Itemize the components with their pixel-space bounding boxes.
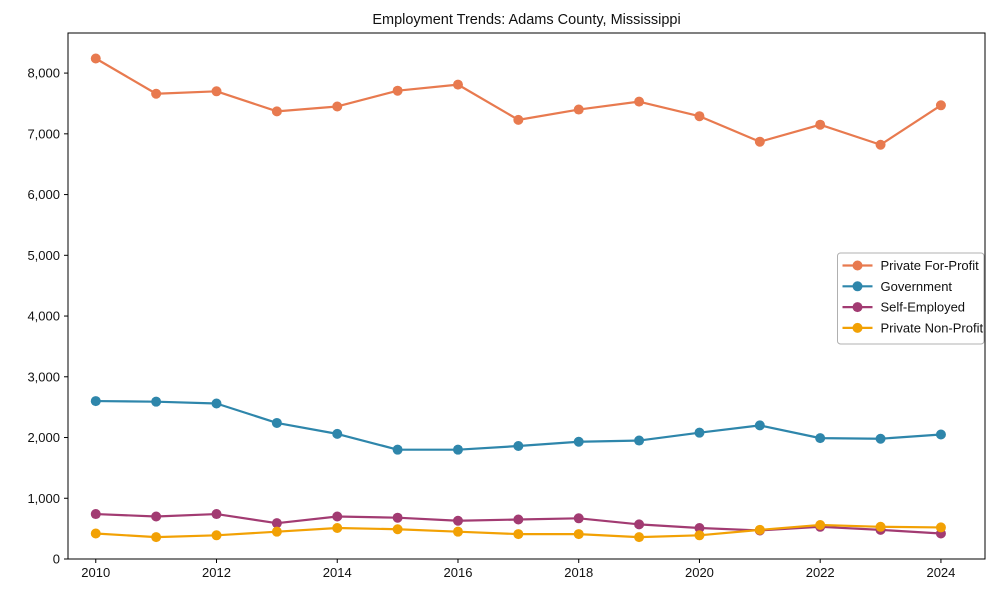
data-point-government <box>211 398 222 409</box>
x-tick-label: 2016 <box>444 565 473 580</box>
data-point-government <box>815 433 826 444</box>
data-point-government <box>513 441 524 452</box>
series-line-private-for-profit <box>95 57 942 146</box>
legend-marker-private-non-profit <box>852 322 863 333</box>
data-point-self-employed <box>513 514 524 525</box>
data-point-government <box>754 420 765 431</box>
data-point-self-employed <box>452 515 463 526</box>
data-point-private-for-profit <box>694 111 705 122</box>
legend-marker-private-for-profit <box>852 260 863 271</box>
data-point-self-employed <box>694 523 705 534</box>
data-point-private-non-profit <box>875 521 886 532</box>
y-tick-label: 8,000 <box>27 66 60 81</box>
data-point-private-non-profit <box>634 532 645 543</box>
data-point-government <box>875 433 886 444</box>
data-point-private-for-profit <box>513 114 524 125</box>
data-point-private-for-profit <box>815 119 826 130</box>
data-point-private-non-profit <box>513 529 524 540</box>
data-point-private-for-profit <box>211 86 222 97</box>
data-point-private-non-profit <box>573 529 584 540</box>
x-tick-label: 2024 <box>926 565 955 580</box>
data-point-government <box>332 428 343 439</box>
data-point-private-non-profit <box>151 532 162 543</box>
legend-label-private-for-profit: Private For-Profit <box>881 258 980 273</box>
data-point-self-employed <box>332 511 343 522</box>
x-tick-label: 2022 <box>806 565 835 580</box>
data-point-private-for-profit <box>151 88 162 99</box>
y-tick-label: 5,000 <box>27 248 60 263</box>
data-point-government <box>935 429 946 440</box>
x-tick-label: 2020 <box>685 565 714 580</box>
data-point-private-non-profit <box>90 528 101 539</box>
data-point-private-non-profit <box>332 523 343 534</box>
data-point-private-for-profit <box>392 85 403 96</box>
data-point-private-non-profit <box>815 519 826 530</box>
data-point-government <box>90 396 101 407</box>
data-point-self-employed <box>573 513 584 524</box>
data-point-government <box>271 417 282 428</box>
legend-label-private-non-profit: Private Non-Profit <box>881 320 984 335</box>
data-point-private-for-profit <box>573 104 584 115</box>
data-point-private-for-profit <box>935 100 946 111</box>
data-point-private-for-profit <box>271 106 282 117</box>
data-point-private-non-profit <box>935 522 946 533</box>
data-point-private-non-profit <box>271 526 282 537</box>
y-tick-label: 1,000 <box>27 491 60 506</box>
data-point-government <box>151 396 162 407</box>
data-point-private-non-profit <box>211 530 222 541</box>
legend-marker-government <box>852 281 863 292</box>
y-tick-label: 7,000 <box>27 126 60 141</box>
x-tick-label: 2018 <box>564 565 593 580</box>
x-tick-label: 2012 <box>202 565 231 580</box>
data-point-private-for-profit <box>452 79 463 90</box>
data-point-self-employed <box>151 511 162 522</box>
data-point-private-non-profit <box>392 524 403 535</box>
x-tick-label: 2010 <box>81 565 110 580</box>
data-point-private-non-profit <box>694 530 705 541</box>
legend-label-self-employed: Self-Employed <box>881 300 966 315</box>
chart-title: Employment Trends: Adams County, Mississ… <box>372 12 681 28</box>
data-point-government <box>634 435 645 446</box>
data-point-self-employed <box>392 512 403 523</box>
data-point-private-for-profit <box>754 136 765 147</box>
legend-box <box>837 252 985 345</box>
data-point-government <box>694 427 705 438</box>
data-point-private-for-profit <box>90 53 101 64</box>
y-tick-label: 3,000 <box>27 369 60 384</box>
data-point-private-non-profit <box>452 526 463 537</box>
legend-marker-self-employed <box>852 302 863 313</box>
data-point-self-employed <box>211 509 222 520</box>
data-point-private-non-profit <box>754 524 765 535</box>
legend-label-government: Government <box>881 279 953 294</box>
data-point-self-employed <box>90 509 101 520</box>
data-point-private-for-profit <box>332 101 343 112</box>
y-tick-label: 2,000 <box>27 430 60 445</box>
y-tick-label: 0 <box>53 552 60 567</box>
x-tick-label: 2014 <box>323 565 352 580</box>
data-point-self-employed <box>271 518 282 529</box>
data-point-private-for-profit <box>634 96 645 107</box>
data-point-government <box>573 436 584 447</box>
data-point-government <box>452 444 463 455</box>
y-tick-label: 6,000 <box>27 187 60 202</box>
data-point-government <box>392 444 403 455</box>
data-point-private-for-profit <box>875 139 886 150</box>
y-tick-label: 4,000 <box>27 309 60 324</box>
plot-frame <box>67 32 986 560</box>
data-point-self-employed <box>634 519 645 530</box>
